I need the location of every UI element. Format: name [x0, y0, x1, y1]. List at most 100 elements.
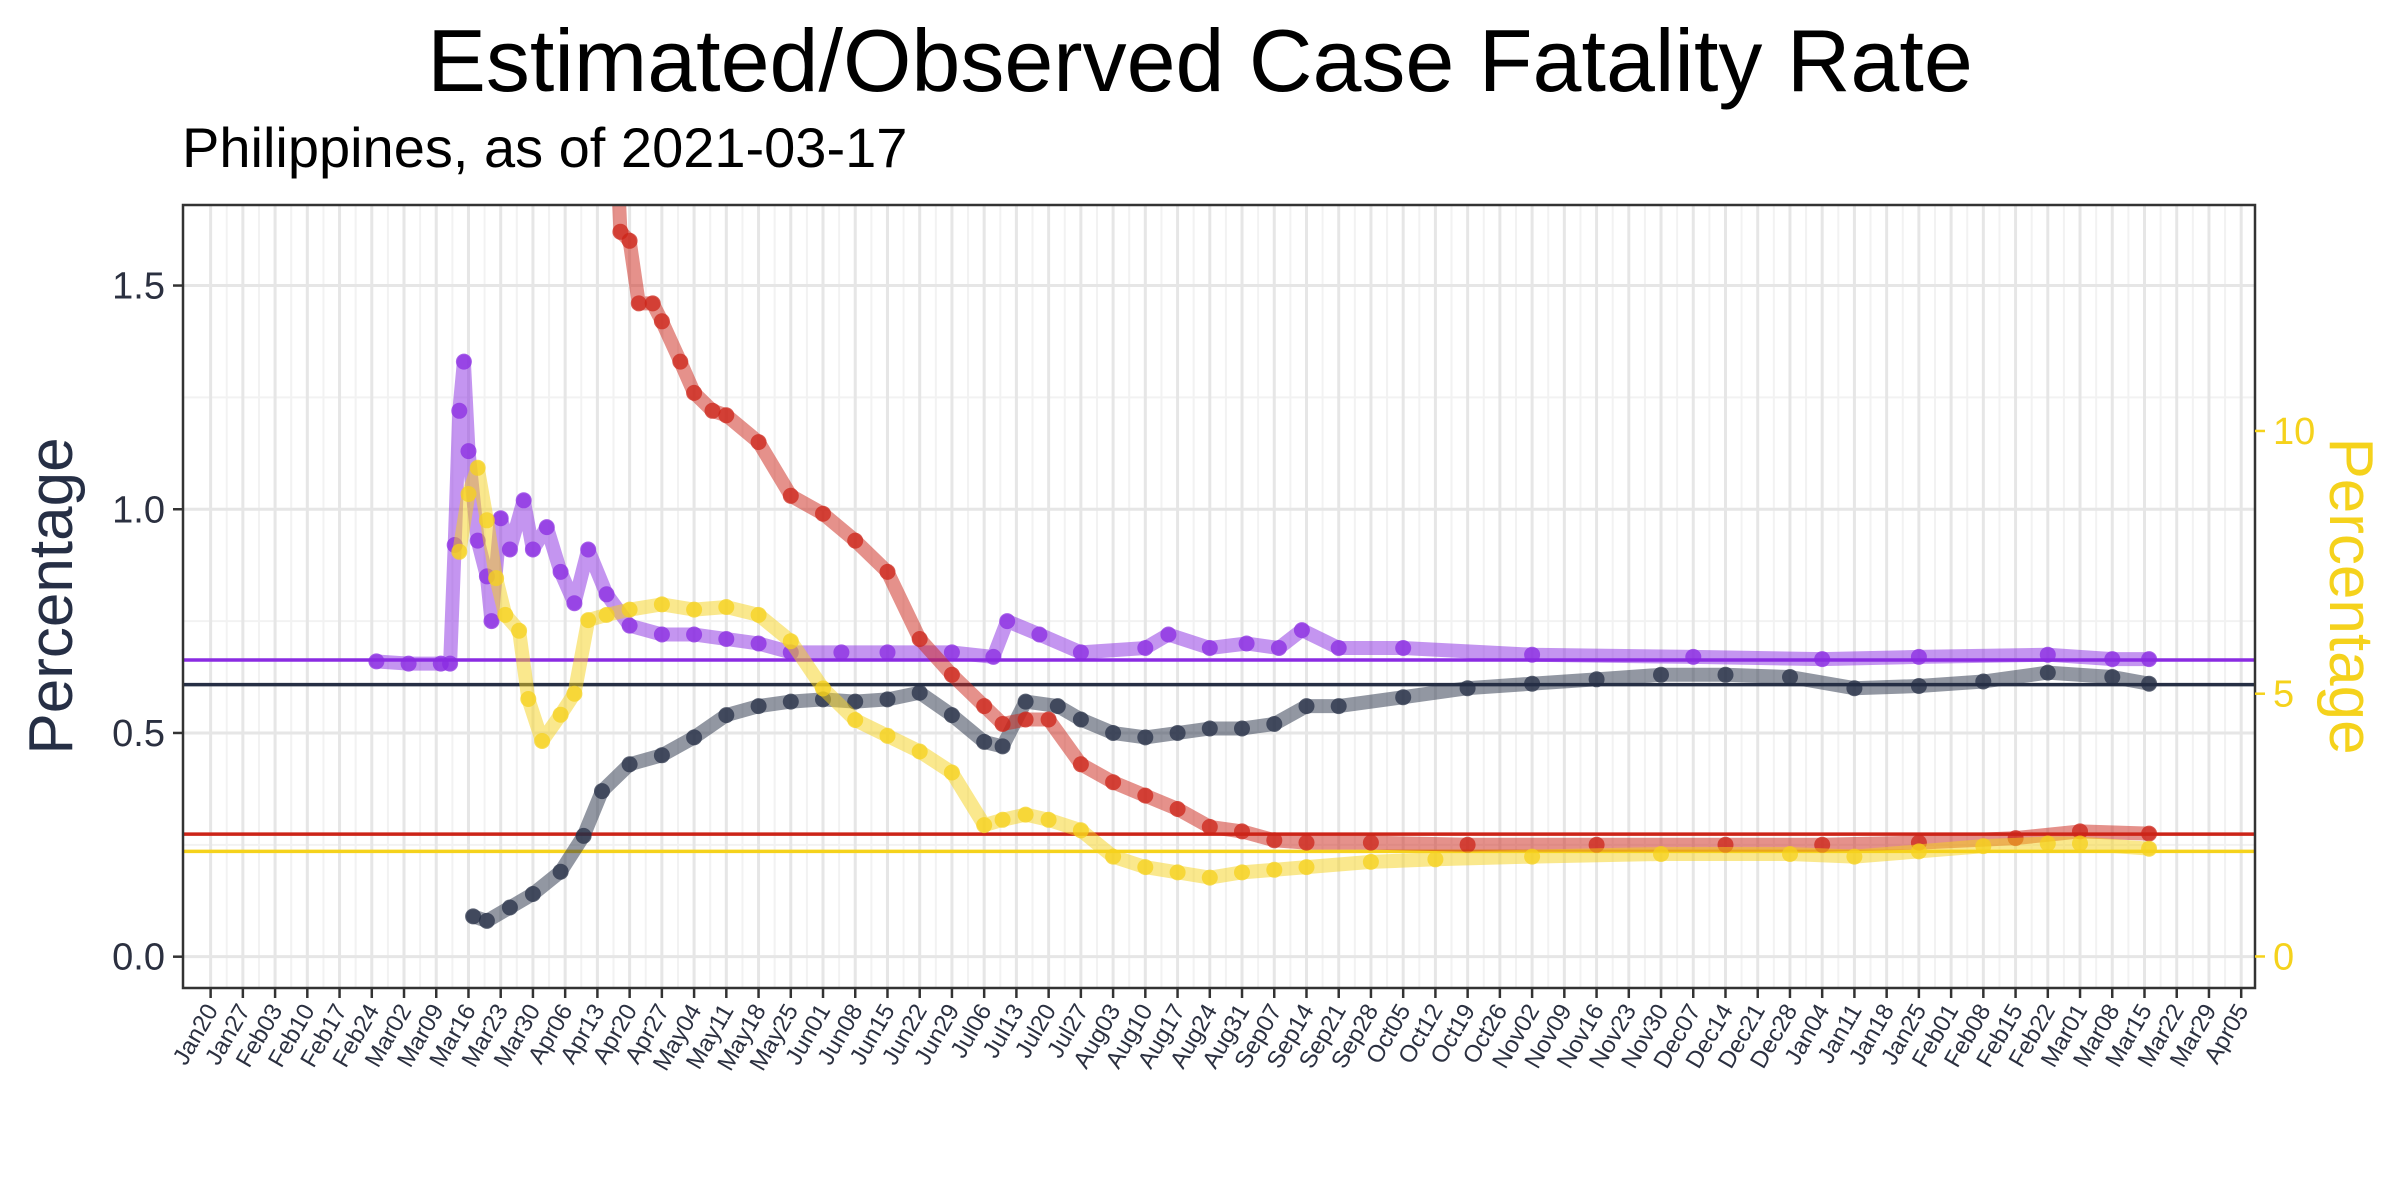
data-point: [460, 443, 477, 460]
data-point: [943, 644, 960, 661]
data-point: [686, 601, 703, 618]
data-point: [1427, 851, 1444, 868]
x-axis-ticks: Jan20Jan27Feb03Feb10Feb17Feb24Mar02Mar09…: [168, 988, 2254, 1075]
data-point: [1017, 711, 1034, 728]
data-point: [1782, 846, 1798, 862]
y-tick-label: 0.5: [112, 713, 165, 755]
data-point: [2039, 835, 2056, 852]
data-point: [686, 384, 703, 401]
data-point: [1846, 680, 1863, 697]
data-point: [511, 622, 528, 639]
data-point: [976, 698, 993, 715]
data-point: [621, 232, 638, 249]
data-point: [1234, 864, 1250, 881]
data-point: [911, 684, 928, 701]
y-tick-label: 0.0: [112, 937, 165, 979]
data-point: [1105, 725, 1122, 741]
data-point: [1717, 666, 1734, 683]
data-point: [1330, 640, 1347, 656]
data-point: [538, 519, 555, 536]
data-point: [1137, 640, 1154, 656]
data-point: [1395, 640, 1412, 656]
data-point: [943, 764, 960, 781]
data-point: [718, 707, 735, 724]
data-point: [653, 747, 670, 764]
data-point: [455, 353, 472, 370]
data-point: [1031, 626, 1048, 643]
data-point: [566, 685, 583, 702]
data-point: [534, 733, 551, 749]
data-point: [1137, 729, 1154, 746]
data-point: [2141, 825, 2158, 842]
data-point: [1975, 673, 1992, 690]
data-point: [999, 613, 1016, 630]
data-point: [644, 295, 661, 312]
data-point: [478, 512, 495, 529]
data-point: [1588, 671, 1605, 688]
data-point: [1105, 848, 1122, 865]
data-point: [1160, 626, 1177, 643]
data-point: [847, 712, 864, 728]
series-layer: [368, 205, 2158, 929]
data-point: [718, 631, 735, 647]
data-point: [598, 586, 615, 603]
data-point: [815, 505, 831, 522]
data-point: [718, 407, 735, 424]
data-point: [879, 727, 896, 744]
y-tick-label: 1.0: [112, 489, 165, 531]
series-line: [369, 354, 2157, 671]
data-point: [704, 402, 721, 419]
data-point: [2039, 664, 2056, 681]
data-point: [1238, 635, 1255, 652]
data-point: [1910, 843, 1927, 860]
y2-tick-label: 0: [2273, 936, 2294, 978]
data-point: [1685, 648, 1702, 665]
data-point: [515, 492, 532, 509]
data-point: [2039, 646, 2056, 663]
data-point: [1266, 716, 1283, 732]
data-point: [451, 543, 468, 560]
data-point: [1910, 648, 1927, 665]
y-axis-title: Percentage: [17, 437, 86, 754]
data-point: [1266, 832, 1283, 849]
data-point: [469, 459, 486, 476]
data-point: [782, 633, 799, 650]
data-point: [1298, 834, 1315, 851]
data-point: [1910, 678, 1927, 694]
grid: [183, 205, 2255, 988]
data-point: [943, 707, 960, 724]
y2-tick-label: 10: [2273, 411, 2315, 453]
data-point: [1137, 859, 1154, 876]
data-point: [1234, 823, 1250, 840]
data-point: [1072, 756, 1089, 773]
data-point: [686, 626, 703, 643]
data-point: [750, 635, 767, 652]
data-point: [1072, 644, 1089, 661]
data-point: [400, 655, 417, 672]
data-point: [994, 716, 1011, 732]
data-point: [497, 606, 514, 623]
data-point: [621, 601, 638, 618]
data-point: [1782, 669, 1798, 685]
data-point: [782, 487, 799, 504]
data-point: [566, 595, 583, 612]
y2-axis-ticks: 0 5 10: [2255, 411, 2315, 978]
data-point: [524, 541, 541, 558]
data-point: [1395, 689, 1412, 706]
data-point: [580, 612, 597, 629]
data-point: [653, 596, 670, 613]
data-point: [879, 644, 896, 661]
data-point: [483, 613, 500, 630]
data-point: [911, 743, 928, 760]
data-point: [1362, 853, 1379, 870]
data-point: [368, 653, 385, 670]
data-point: [1169, 725, 1186, 741]
data-point: [1298, 698, 1315, 715]
data-point: [524, 886, 541, 902]
data-point: [1201, 869, 1218, 886]
data-point: [994, 738, 1011, 755]
data-point: [1137, 787, 1154, 804]
data-point: [2141, 840, 2158, 857]
data-point: [847, 532, 864, 549]
data-point: [653, 313, 670, 330]
